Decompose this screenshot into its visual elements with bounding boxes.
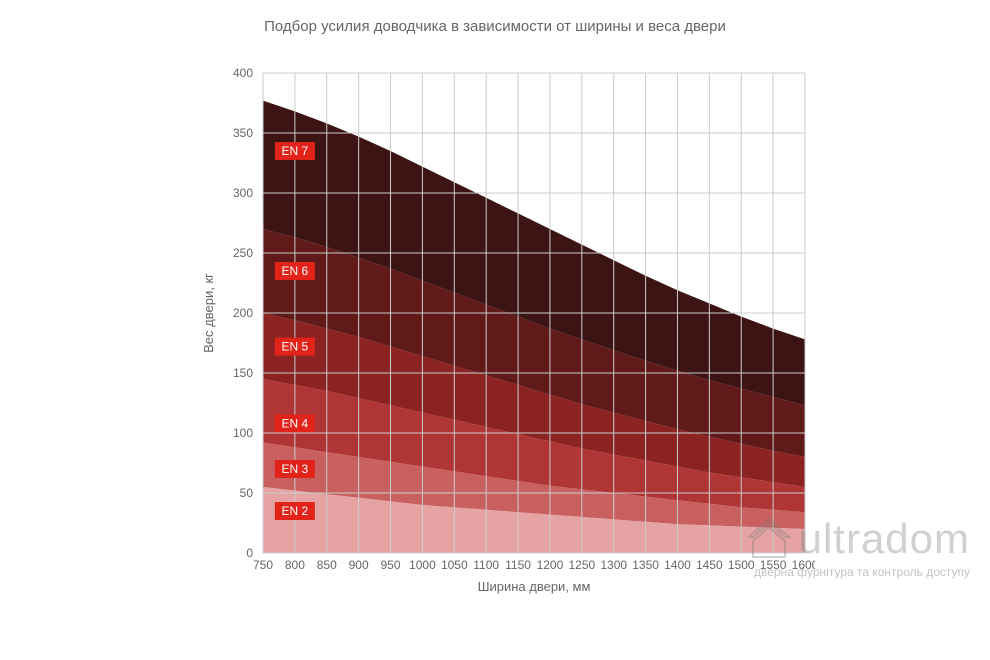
x-tick-label: 1000 [409, 558, 436, 572]
x-tick-label: 750 [253, 558, 273, 572]
y-tick-label: 250 [233, 246, 253, 260]
x-tick-label: 1400 [664, 558, 691, 572]
zone-label-text: EN 7 [282, 144, 309, 158]
x-tick-label: 1150 [505, 558, 531, 572]
x-tick-label: 1300 [600, 558, 627, 572]
x-tick-label: 1450 [696, 558, 723, 572]
x-axis-title: Ширина двери, мм [478, 579, 591, 594]
x-tick-label: 900 [349, 558, 369, 572]
x-tick-label: 1050 [441, 558, 468, 572]
zone-label-text: EN 6 [282, 264, 309, 278]
y-tick-label: 300 [233, 186, 253, 200]
x-tick-label: 850 [317, 558, 337, 572]
zone-label-text: EN 4 [282, 416, 309, 430]
y-tick-label: 150 [233, 366, 253, 380]
area-chart: 7508008509009501000105011001150120012501… [175, 43, 815, 603]
chart-title: Подбор усилия доводчика в зависимости от… [0, 0, 990, 43]
y-tick-label: 50 [240, 486, 254, 500]
x-tick-label: 1600 [792, 558, 815, 572]
y-tick-label: 200 [233, 306, 253, 320]
x-tick-label: 950 [381, 558, 401, 572]
watermark-text: ultradom [799, 515, 970, 563]
chart-container: 7508008509009501000105011001150120012501… [0, 43, 990, 603]
zone-label-text: EN 2 [282, 504, 309, 518]
x-tick-label: 1550 [760, 558, 787, 572]
y-tick-label: 350 [233, 126, 253, 140]
x-tick-label: 1200 [537, 558, 564, 572]
x-tick-label: 800 [285, 558, 305, 572]
y-tick-label: 400 [233, 66, 253, 80]
x-tick-label: 1500 [728, 558, 755, 572]
x-tick-label: 1350 [632, 558, 659, 572]
zone-label-text: EN 5 [282, 340, 309, 354]
y-tick-label: 100 [233, 426, 253, 440]
y-tick-label: 0 [246, 546, 253, 560]
y-axis-title: Вес двери, кг [201, 273, 216, 353]
x-tick-label: 1250 [568, 558, 595, 572]
x-tick-label: 1100 [473, 558, 499, 572]
zone-label-text: EN 3 [282, 462, 309, 476]
